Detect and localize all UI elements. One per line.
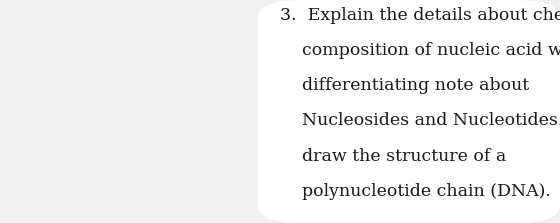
Text: 3.  Explain the details about chemical: 3. Explain the details about chemical bbox=[280, 7, 560, 24]
Text: polynucleotide chain (DNA).: polynucleotide chain (DNA). bbox=[280, 183, 551, 200]
Text: composition of nucleic acid with a: composition of nucleic acid with a bbox=[280, 42, 560, 59]
Text: draw the structure of a: draw the structure of a bbox=[280, 148, 506, 165]
FancyBboxPatch shape bbox=[258, 0, 560, 223]
Text: Nucleosides and Nucleotides. Also: Nucleosides and Nucleotides. Also bbox=[280, 112, 560, 129]
Text: differentiating note about: differentiating note about bbox=[280, 77, 529, 94]
